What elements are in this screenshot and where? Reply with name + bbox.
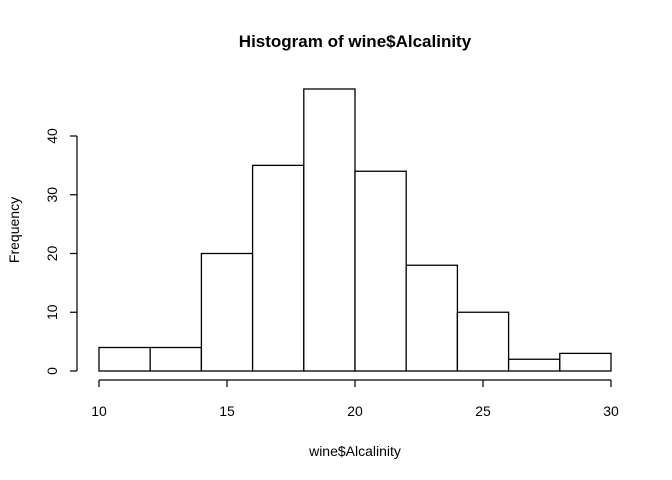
x-axis-label: wine$Alcalinity — [308, 443, 401, 459]
histogram-bar-0 — [98, 346, 151, 372]
histogram-bar-7 — [456, 311, 510, 372]
y-tick-label: 40 — [44, 128, 60, 144]
x-tick-label: 20 — [347, 403, 363, 419]
histogram-bar-3 — [251, 164, 305, 372]
histogram-bar-4 — [303, 88, 356, 372]
histogram-bar-2 — [200, 252, 254, 372]
histogram-bar-5 — [354, 170, 407, 372]
x-tick-label: 30 — [603, 403, 619, 419]
histogram-bar-9 — [559, 352, 612, 372]
x-tick-label: 10 — [91, 403, 107, 419]
x-tick-label: 15 — [219, 403, 235, 419]
y-tick-label: 30 — [44, 187, 60, 203]
y-tick-label: 0 — [44, 367, 60, 375]
histogram-bar-1 — [149, 346, 203, 372]
histogram-bar-6 — [405, 264, 459, 372]
bars-group — [98, 88, 612, 372]
x-tick-label: 25 — [475, 403, 491, 419]
chart-title: Histogram of wine$Alcalinity — [239, 32, 472, 51]
y-tick-label: 10 — [44, 304, 60, 320]
histogram-bar-8 — [507, 358, 561, 372]
y-axis-label: Frequency — [6, 197, 22, 263]
y-axis: 0 10 20 30 40 — [44, 128, 78, 375]
x-axis: 10 15 20 25 30 — [91, 379, 619, 419]
y-tick-label: 20 — [44, 246, 60, 262]
